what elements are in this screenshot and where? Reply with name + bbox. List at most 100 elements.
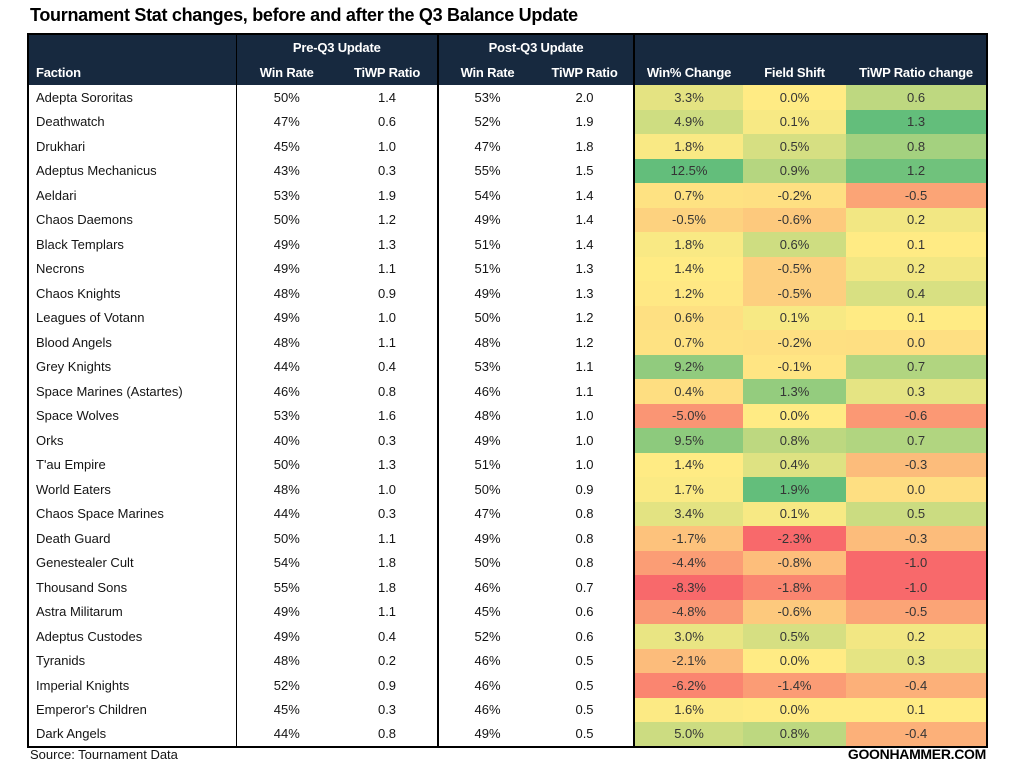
cell-field-shift: -0.8% (743, 550, 847, 575)
cell-post-tiwp: 0.9 (536, 477, 636, 502)
cell-pre-win: 48% (236, 281, 337, 306)
cell-faction: Thousand Sons (28, 575, 237, 600)
cell-win-change: -1.7% (634, 526, 744, 551)
cell-tiwp-change: -1.0 (846, 550, 988, 575)
cell-pre-tiwp: 0.3 (337, 158, 440, 183)
cell-pre-tiwp: 1.0 (337, 477, 440, 502)
cell-post-tiwp: 1.1 (536, 354, 636, 379)
column-header-pre-tiwp-ratio: TiWP Ratio (337, 60, 440, 85)
cell-pre-win: 44% (236, 722, 337, 747)
cell-post-win: 51% (438, 256, 537, 281)
cell-pre-tiwp: 0.9 (337, 281, 440, 306)
cell-pre-win: 49% (236, 624, 337, 649)
table-row: Deathwatch 47% 0.6 52% 1.9 4.9% 0.1% 1.3 (28, 109, 988, 134)
cell-faction: World Eaters (28, 477, 237, 502)
column-header-pre-win-rate: Win Rate (236, 60, 337, 85)
cell-pre-tiwp: 1.1 (337, 526, 440, 551)
cell-win-change: 3.4% (634, 501, 744, 526)
table-row: Thousand Sons 55% 1.8 46% 0.7 -8.3% -1.8% -1.0 (28, 575, 988, 600)
cell-field-shift: 0.6% (743, 232, 847, 257)
cell-pre-win: 50% (236, 526, 337, 551)
cell-post-tiwp: 1.3 (536, 281, 636, 306)
cell-field-shift: -0.6% (743, 599, 847, 624)
cell-pre-win: 48% (236, 477, 337, 502)
table-body: Adepta Sororitas 50% 1.4 53% 2.0 3.3% 0.0% 0.6 D… (28, 85, 988, 747)
cell-field-shift: 0.1% (743, 109, 847, 134)
table-row: Space Wolves 53% 1.6 48% 1.0 -5.0% 0.0% -0.6 (28, 403, 988, 428)
group-header-pre-q3: Pre-Q3 Update (236, 34, 440, 60)
cell-faction: Space Marines (Astartes) (28, 379, 237, 404)
cell-faction: Astra Militarum (28, 599, 237, 624)
group-header-post-q3: Post-Q3 Update (438, 34, 636, 60)
cell-tiwp-change: 0.7 (846, 354, 988, 379)
cell-faction: Deathwatch (28, 109, 237, 134)
cell-win-change: 5.0% (634, 722, 744, 747)
cell-win-change: 0.6% (634, 305, 744, 330)
cell-tiwp-change: 0.4 (846, 281, 988, 306)
table-row: T'au Empire 50% 1.3 51% 1.0 1.4% 0.4% -0.3 (28, 452, 988, 477)
cell-pre-tiwp: 0.8 (337, 379, 440, 404)
cell-faction: Necrons (28, 256, 237, 281)
cell-pre-win: 43% (236, 158, 337, 183)
cell-pre-win: 49% (236, 305, 337, 330)
column-header-tiwp-change: TiWP Ratio change (846, 60, 988, 85)
cell-pre-win: 47% (236, 109, 337, 134)
cell-pre-win: 44% (236, 354, 337, 379)
table-row: Chaos Knights 48% 0.9 49% 1.3 1.2% -0.5% 0.4 (28, 281, 988, 306)
cell-pre-win: 49% (236, 599, 337, 624)
cell-tiwp-change: 1.3 (846, 109, 988, 134)
cell-tiwp-change: 0.6 (846, 85, 988, 110)
cell-post-tiwp: 0.5 (536, 673, 636, 698)
cell-field-shift: -1.4% (743, 673, 847, 698)
cell-win-change: -2.1% (634, 648, 744, 673)
table-row: Genestealer Cult 54% 1.8 50% 0.8 -4.4% -0.8% -1… (28, 550, 988, 575)
table-row: Necrons 49% 1.1 51% 1.3 1.4% -0.5% 0.2 (28, 256, 988, 281)
cell-field-shift: 0.0% (743, 648, 847, 673)
cell-win-change: 1.7% (634, 477, 744, 502)
cell-post-win: 46% (438, 575, 537, 600)
cell-faction: Death Guard (28, 526, 237, 551)
cell-post-tiwp: 1.5 (536, 158, 636, 183)
cell-pre-tiwp: 0.3 (337, 697, 440, 722)
cell-faction: Space Wolves (28, 403, 237, 428)
cell-win-change: 0.7% (634, 330, 744, 355)
cell-post-win: 52% (438, 109, 537, 134)
cell-post-tiwp: 0.6 (536, 599, 636, 624)
cell-post-tiwp: 0.8 (536, 550, 636, 575)
column-header-post-tiwp-ratio: TiWP Ratio (536, 60, 636, 85)
cell-post-win: 46% (438, 648, 537, 673)
cell-faction: Genestealer Cult (28, 550, 237, 575)
cell-win-change: 0.7% (634, 183, 744, 208)
cell-pre-win: 50% (236, 452, 337, 477)
column-header-faction: Faction (28, 60, 237, 85)
cell-tiwp-change: 0.5 (846, 501, 988, 526)
cell-field-shift: -0.1% (743, 354, 847, 379)
cell-pre-win: 54% (236, 550, 337, 575)
table-row: Adeptus Custodes 49% 0.4 52% 0.6 3.0% 0.5% 0.2 (28, 624, 988, 649)
cell-pre-tiwp: 1.8 (337, 575, 440, 600)
cell-faction: Orks (28, 428, 237, 453)
table-row: Dark Angels 44% 0.8 49% 0.5 5.0% 0.8% -0.4 (28, 722, 988, 747)
cell-pre-win: 50% (236, 85, 337, 110)
cell-tiwp-change: 1.2 (846, 158, 988, 183)
cell-faction: Chaos Knights (28, 281, 237, 306)
column-header-post-win-rate: Win Rate (438, 60, 537, 85)
cell-tiwp-change: -0.5 (846, 183, 988, 208)
cell-pre-tiwp: 1.6 (337, 403, 440, 428)
cell-tiwp-change: -0.6 (846, 403, 988, 428)
cell-faction: Adeptus Mechanicus (28, 158, 237, 183)
column-header-field-shift: Field Shift (743, 60, 847, 85)
cell-field-shift: 1.9% (743, 477, 847, 502)
cell-post-tiwp: 0.6 (536, 624, 636, 649)
cell-faction: Imperial Knights (28, 673, 237, 698)
cell-win-change: 3.3% (634, 85, 744, 110)
cell-pre-win: 55% (236, 575, 337, 600)
cell-win-change: 1.4% (634, 452, 744, 477)
cell-pre-win: 52% (236, 673, 337, 698)
cell-win-change: -5.0% (634, 403, 744, 428)
cell-pre-win: 48% (236, 648, 337, 673)
cell-post-tiwp: 1.2 (536, 305, 636, 330)
group-header-spacer-changes (634, 34, 988, 60)
cell-post-win: 47% (438, 134, 537, 159)
cell-post-win: 46% (438, 697, 537, 722)
